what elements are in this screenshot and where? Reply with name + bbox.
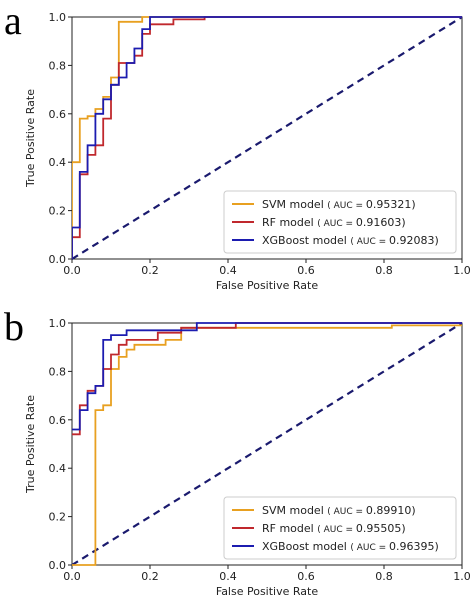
x-tick-label: 0.6 — [297, 570, 315, 583]
legend-auc-value: 0.92083 — [389, 234, 435, 247]
y-tick-label: 0.8 — [49, 365, 67, 378]
roc-curve-xgboost-model — [72, 322, 462, 431]
legend-entry: SVM model ( AUC = 0.95321) — [262, 198, 416, 211]
x-axis-label: False Positive Rate — [216, 585, 318, 598]
y-tick-label: 1.0 — [49, 11, 67, 24]
legend-auc-prefix: ( AUC = — [350, 237, 389, 247]
y-tick-label: 0.0 — [49, 253, 67, 266]
x-tick-label: 0.0 — [63, 570, 81, 583]
chance-diagonal-line — [71, 16, 463, 260]
y-tick-label: 0.4 — [49, 462, 67, 475]
legend-auc-suffix: ) — [435, 540, 439, 553]
legend-auc-prefix: ( AUC = — [317, 219, 356, 229]
y-tick-label: 0.2 — [49, 205, 67, 218]
legend-series-name: SVM model — [262, 504, 327, 517]
legend-entry: SVM model ( AUC = 0.89910) — [262, 504, 416, 517]
roc-panel-a: a 0.0 0.2 0.4 0.6 0.8 1.0 0.0 0.2 0.4 0.6 0.8 1.0 Fal… — [4, 0, 471, 292]
legend-entry: RF model ( AUC = 0.91603) — [262, 216, 406, 229]
y-tick-label: 1.0 — [49, 317, 67, 330]
x-tick-label: 0.8 — [375, 264, 393, 277]
legend-auc-suffix: ) — [401, 522, 405, 535]
legend-auc-value: 0.91603 — [356, 216, 402, 229]
legend-auc-prefix: ( AUC = — [327, 201, 366, 211]
legend-entry: RF model ( AUC = 0.95505) — [262, 522, 406, 535]
y-tick-label: 0.6 — [49, 108, 67, 121]
y-tick-label: 0.6 — [49, 414, 67, 427]
roc-panel-b: b 0.0 0.2 0.4 0.6 0.8 1.0 0.0 0.2 0.4 0.6 0.8 1.0 Fal… — [4, 304, 471, 598]
legend-auc-prefix: ( AUC = — [350, 543, 389, 553]
x-tick-label: 0.4 — [219, 570, 237, 583]
chance-diagonal-line — [71, 322, 463, 566]
x-tick-label: 1.0 — [453, 570, 471, 583]
x-tick-label: 0.2 — [141, 264, 159, 277]
x-tick-label: 0.4 — [219, 264, 237, 277]
legend-auc-suffix: ) — [401, 216, 405, 229]
legend-series-name: XGBoost model — [262, 234, 350, 247]
legend-auc-suffix: ) — [435, 234, 439, 247]
x-axis-label: False Positive Rate — [216, 279, 318, 292]
legend-entry: XGBoost model ( AUC = 0.96395) — [262, 540, 439, 553]
x-tick-label: 0.0 — [63, 264, 81, 277]
y-tick-label: 0.0 — [49, 559, 67, 572]
x-tick-label: 1.0 — [453, 264, 471, 277]
legend-series-name: RF model — [262, 216, 317, 229]
legend-auc-prefix: ( AUC = — [327, 507, 366, 517]
legend-auc-value: 0.95505 — [356, 522, 402, 535]
legend-series-name: XGBoost model — [262, 540, 350, 553]
legend-auc-value: 0.96395 — [389, 540, 435, 553]
y-tick-label: 0.4 — [49, 156, 67, 169]
x-tick-label: 0.8 — [375, 570, 393, 583]
y-tick-label: 0.8 — [49, 59, 67, 72]
legend-box — [223, 496, 457, 560]
legend-auc-prefix: ( AUC = — [317, 525, 356, 535]
y-axis-label: True Positive Rate — [24, 89, 37, 188]
legend-auc-suffix: ) — [411, 198, 415, 211]
panel-label: a — [4, 0, 22, 43]
legend-auc-value: 0.89910 — [366, 504, 412, 517]
legend-box — [223, 190, 457, 254]
y-tick-label: 0.2 — [49, 511, 67, 524]
x-tick-label: 0.6 — [297, 264, 315, 277]
legend-series-name: RF model — [262, 522, 317, 535]
legend-series-name: SVM model — [262, 198, 327, 211]
x-tick-label: 0.2 — [141, 570, 159, 583]
roc-curve-xgboost-model — [72, 16, 462, 259]
legend-auc-suffix: ) — [411, 504, 415, 517]
y-axis-label: True Positive Rate — [24, 395, 37, 494]
legend-entry: XGBoost model ( AUC = 0.92083) — [262, 234, 439, 247]
panel-label: b — [4, 304, 24, 349]
legend-auc-value: 0.95321 — [366, 198, 412, 211]
